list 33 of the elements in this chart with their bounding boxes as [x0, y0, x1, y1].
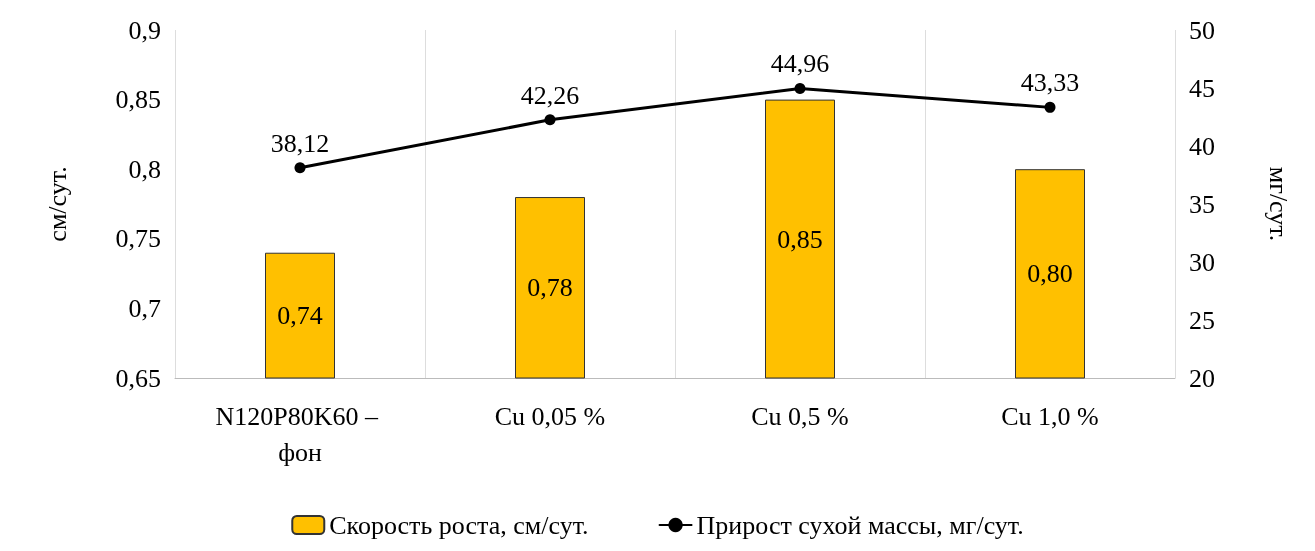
y-tick-label: 0,9	[128, 15, 161, 45]
point	[794, 82, 806, 94]
data-label: 0,85	[777, 224, 823, 254]
point	[294, 162, 306, 174]
data-label: 38,12	[270, 128, 330, 158]
y2-tick-label: 45	[1189, 73, 1215, 103]
y2-tick-label: 30	[1189, 247, 1215, 277]
data-label: 42,26	[520, 80, 580, 110]
x-tick-label: N120P80K60 – фон	[215, 401, 385, 467]
data-label: 43,33	[1020, 68, 1080, 98]
data-label: 0,78	[527, 273, 573, 303]
x-tick-label: Cu 1,0 %	[1001, 401, 1099, 431]
data-label: 44,96	[770, 49, 830, 79]
x-tick-label: Cu 0,05 %	[494, 401, 606, 431]
y2-axis-title: мг/сут.	[1263, 166, 1293, 242]
y2-tick-label: 50	[1189, 15, 1215, 45]
y-tick-label: 0,85	[115, 85, 161, 115]
y2-tick-label: 25	[1189, 305, 1215, 335]
y-tick-label: 0,75	[115, 224, 161, 254]
y-axis-title: см/сут.	[42, 166, 72, 242]
x-tick-label: Cu 0,5 %	[751, 401, 849, 431]
y2-tick-label: 40	[1189, 131, 1215, 161]
point	[544, 114, 556, 126]
data-label: 0,74	[277, 301, 323, 331]
y-tick-label: 0,65	[115, 363, 161, 393]
y-tick-label: 0,8	[128, 154, 161, 184]
data-label: 0,80	[1027, 259, 1073, 289]
y2-tick-label: 20	[1189, 363, 1215, 393]
y2-tick-label: 35	[1189, 189, 1215, 219]
point	[1044, 101, 1056, 113]
y-tick-label: 0,7	[128, 293, 161, 323]
legend-label: Скорость роста, см/сут.	[329, 510, 589, 540]
legend-label: Прирост сухой массы, мг/сут.	[696, 510, 1024, 540]
